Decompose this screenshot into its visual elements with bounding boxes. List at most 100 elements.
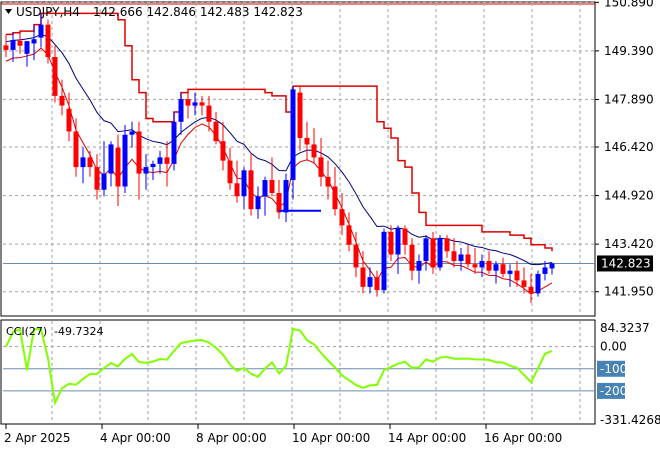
candle-body <box>108 144 114 174</box>
time-tick-label: 4 Apr 00:00 <box>100 431 171 445</box>
candle-body <box>444 238 450 252</box>
candle-body <box>528 286 534 294</box>
candle-body <box>276 192 282 213</box>
cci-level-label: -200 <box>600 384 627 398</box>
candle-body <box>38 24 44 38</box>
symbol-label: USDJPY,H4 <box>16 5 80 19</box>
candle-body <box>437 238 443 268</box>
candle-body <box>143 167 149 174</box>
cci-axis-label: -331.4268 <box>600 413 660 427</box>
candle-body <box>514 270 520 281</box>
cci-level-badge <box>597 360 625 377</box>
time-tick-label: 16 Apr 00:00 <box>484 431 562 445</box>
cci-level-badge <box>597 382 625 399</box>
candle-body <box>178 99 184 122</box>
candle-body <box>234 183 240 197</box>
candle-body <box>472 264 478 268</box>
time-tick-label: 10 Apr 00:00 <box>292 431 370 445</box>
candle-body <box>402 228 408 245</box>
price-tick-label: 149.390 <box>604 44 654 58</box>
candle-body <box>17 40 23 46</box>
slow-ma-line <box>5 33 553 266</box>
resistance-stepline <box>6 12 553 252</box>
candle-body <box>164 157 170 164</box>
candle-body <box>157 157 163 164</box>
candle-body <box>66 108 72 132</box>
candle-body <box>59 95 65 106</box>
candle-body <box>129 131 135 135</box>
candle-body <box>52 57 58 96</box>
candle-body <box>171 121 177 164</box>
time-axis: 2 Apr 2025 4 Apr 00:00 8 Apr 00:00 10 Apr 0… <box>4 424 562 445</box>
cci-axis: 84.3237 0.00 -100 -200 -331.4268 <box>597 321 660 427</box>
candle-body <box>332 186 338 210</box>
candle-body <box>87 157 93 168</box>
candle-body <box>430 238 436 268</box>
candle-body <box>73 131 79 168</box>
candle-body <box>395 228 401 255</box>
cci-axis-label: 84.3237 <box>600 321 650 335</box>
time-tick-label: 8 Apr 00:00 <box>196 431 267 445</box>
candle-body <box>283 180 289 213</box>
grid-lines <box>3 1 595 423</box>
cci-line <box>5 327 553 407</box>
candle-body <box>115 147 121 187</box>
candle-body <box>451 251 457 261</box>
candle-body <box>10 40 16 50</box>
candle-body <box>381 231 387 291</box>
candle-body <box>521 280 527 287</box>
current-price-badge <box>597 255 653 272</box>
collapse-triangle-icon[interactable] <box>5 9 12 14</box>
candle-body <box>94 167 100 190</box>
candle-body <box>493 264 499 271</box>
candle-body <box>339 209 345 226</box>
candle-body <box>101 173 107 190</box>
ohlc-values: 142.666 142.846 142.483 142.823 <box>93 5 303 19</box>
candle-body <box>248 170 254 210</box>
candle-body <box>31 39 37 44</box>
cci-axis-label: 0.00 <box>600 340 627 354</box>
candle-body <box>122 134 128 187</box>
candle-body <box>325 176 331 187</box>
candle-body <box>185 99 191 106</box>
candle-body <box>423 238 429 261</box>
upper-band-line <box>6 12 553 252</box>
candle-body <box>136 131 142 174</box>
candle-body <box>360 267 366 287</box>
candle-body <box>220 141 226 161</box>
current-price-label: 142.823 <box>601 256 651 270</box>
cci-value: -49.7324 <box>54 325 103 338</box>
candle-body <box>311 144 317 158</box>
cci-level-label: -100 <box>600 362 627 376</box>
candle-body <box>213 121 219 142</box>
candle-body <box>388 231 394 255</box>
price-tick-label: 150.890 <box>604 0 654 9</box>
candle-body <box>199 102 205 106</box>
cci-label: CCI(27) <box>6 325 47 338</box>
price-tick-label: 144.920 <box>604 189 654 203</box>
candle-body <box>3 45 9 50</box>
candle-body <box>150 163 156 168</box>
candle-body <box>80 157 86 168</box>
price-axis: 150.890 149.390 147.890 146.420 144.920 143.4… <box>595 0 654 299</box>
candle-body <box>255 196 261 210</box>
candle-body <box>549 263 555 269</box>
price-tick-label: 146.420 <box>604 140 654 154</box>
candle-body <box>346 225 352 245</box>
candle-body <box>241 170 247 197</box>
time-tick-label: 14 Apr 00:00 <box>388 431 466 445</box>
candle-body <box>290 89 296 181</box>
candle-body <box>367 277 373 287</box>
price-tick-label: 143.420 <box>604 237 654 251</box>
time-tick-label: 2 Apr 2025 <box>4 431 71 445</box>
candle-body <box>486 260 492 271</box>
candle-body <box>500 264 506 274</box>
candle-body <box>542 267 548 274</box>
candle-body <box>374 277 380 291</box>
candle-body <box>297 92 303 138</box>
candle-body <box>192 102 198 106</box>
candle-body <box>304 137 310 145</box>
candle-body <box>227 160 233 184</box>
candle-body <box>416 260 422 271</box>
